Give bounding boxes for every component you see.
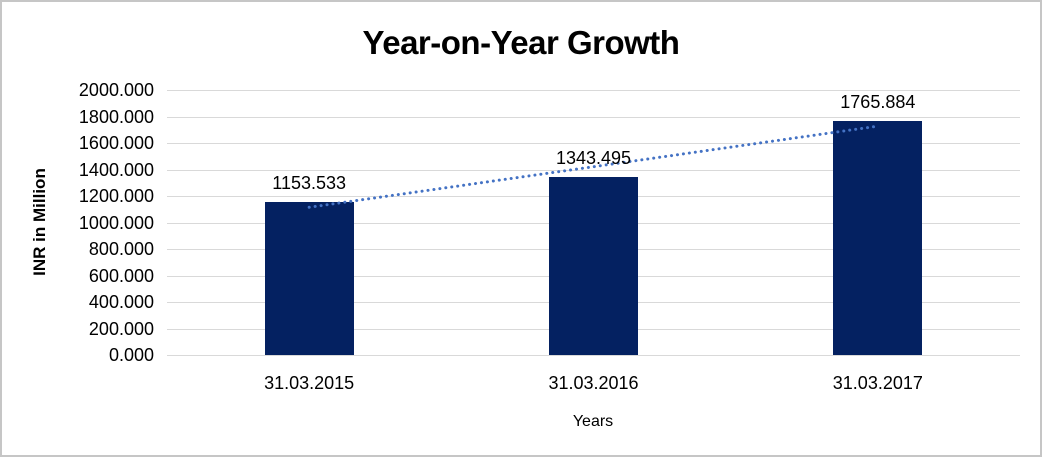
x-tick-label: 31.03.2015 bbox=[264, 373, 355, 393]
bar-data-label: 1765.884 bbox=[840, 92, 916, 113]
y-tick-label: 0.000 bbox=[108, 345, 154, 365]
x-tick-label: 31.03.2017 bbox=[832, 373, 923, 393]
x-tick-label: 31.03.2016 bbox=[548, 373, 639, 393]
gridline bbox=[167, 90, 1020, 91]
y-tick-label: 600.000 bbox=[88, 265, 154, 286]
gridline bbox=[167, 169, 1020, 171]
gridline bbox=[167, 116, 1020, 118]
plot-area bbox=[167, 90, 1020, 356]
y-tick-label: 400.000 bbox=[88, 292, 154, 312]
y-tick-label: 200.000 bbox=[88, 318, 154, 339]
trendline bbox=[307, 124, 880, 209]
bar-data-label: 1153.533 bbox=[272, 173, 347, 194]
chart-title: Year-on-Year Growth bbox=[362, 24, 680, 61]
gridline bbox=[167, 355, 1020, 356]
y-tick-label: 1600.000 bbox=[78, 133, 154, 153]
x-axis-title: Years bbox=[572, 413, 614, 430]
y-tick-label: 800.000 bbox=[88, 239, 154, 259]
gridline bbox=[167, 143, 1020, 144]
y-tick-label: 2000.000 bbox=[78, 80, 154, 100]
y-tick-label: 1400.000 bbox=[78, 159, 154, 180]
y-tick-label: 1200.000 bbox=[78, 186, 154, 206]
bar bbox=[549, 177, 638, 355]
y-tick-label: 1000.000 bbox=[78, 212, 154, 233]
y-tick-label: 1800.000 bbox=[78, 106, 154, 127]
bar bbox=[833, 121, 923, 355]
bar bbox=[264, 202, 354, 355]
bar-data-label: 1343.495 bbox=[555, 147, 632, 168]
